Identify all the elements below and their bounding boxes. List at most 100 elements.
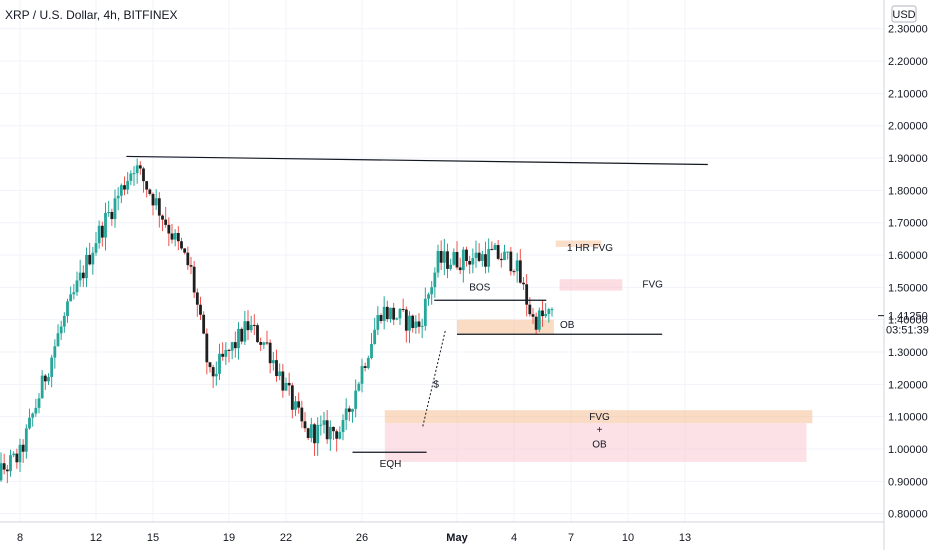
- candle-body: [154, 198, 158, 206]
- candle-body: [119, 185, 123, 196]
- candle-body: [275, 360, 278, 377]
- candle-body: [176, 232, 180, 242]
- candle-body: [202, 314, 206, 334]
- candle-body: [496, 245, 500, 259]
- candle-body: [446, 251, 449, 269]
- annotation-label: EQH: [380, 459, 402, 470]
- candle-body: [509, 251, 513, 272]
- candle-body: [449, 264, 453, 269]
- x-tick-label: May: [446, 532, 468, 544]
- candle-body: [237, 328, 240, 349]
- candle-body: [129, 173, 133, 181]
- annotation-label: OB: [560, 320, 575, 331]
- candle-body: [161, 215, 164, 220]
- candle-body: [547, 309, 551, 314]
- candle-body: [347, 408, 351, 412]
- candle-body: [490, 248, 494, 250]
- currency-button[interactable]: USD: [891, 5, 917, 23]
- y-tick-label: 1.00000: [888, 444, 928, 456]
- candle-body: [534, 316, 538, 330]
- candle-body: [72, 292, 76, 295]
- annotation-label: +: [597, 425, 603, 436]
- candle-body: [66, 301, 69, 316]
- candle-body: [138, 165, 142, 169]
- candle-body: [309, 424, 313, 438]
- annotation-label: $: [433, 380, 439, 391]
- candle-body: [316, 424, 320, 444]
- candle-body: [69, 294, 73, 302]
- trend-line[interactable]: [126, 155, 708, 166]
- candle-body: [214, 373, 218, 377]
- currency-button-label[interactable]: USD: [892, 9, 915, 21]
- candle-layer: [0, 158, 554, 484]
- candle-body: [468, 260, 472, 265]
- candle-body: [256, 325, 259, 343]
- candle-body: [116, 195, 120, 199]
- y-tick-label: 1.80000: [888, 185, 928, 197]
- candle-body: [366, 358, 370, 368]
- last-price-value: 1.41250: [888, 311, 928, 323]
- zone-fvg[interactable]: [384, 410, 813, 424]
- candle-body: [398, 309, 402, 319]
- candle-body: [113, 198, 117, 220]
- zone-fvg[interactable]: [559, 279, 623, 291]
- zone-ob[interactable]: [384, 423, 807, 462]
- x-tick-label: 4: [511, 532, 517, 544]
- candle-body: [382, 306, 386, 321]
- chart-title: XRP / U.S. Dollar, 4h, BITFINEX: [5, 8, 178, 22]
- candle-body: [414, 321, 418, 328]
- candle-body: [480, 254, 484, 261]
- annotation-label: BOS: [469, 283, 490, 294]
- candle-body: [186, 252, 190, 266]
- candle-body: [341, 419, 345, 433]
- x-tick-label: 12: [90, 532, 102, 544]
- candle-body: [132, 173, 136, 175]
- candle-body: [328, 426, 332, 440]
- candle-body: [53, 346, 57, 358]
- candle-body: [458, 267, 462, 271]
- candle-body: [474, 252, 478, 259]
- candle-body: [259, 342, 263, 345]
- candle-body: [335, 431, 339, 439]
- candle-body: [47, 376, 50, 382]
- y-tick-label: 2.20000: [888, 56, 928, 68]
- candle-body: [78, 272, 82, 281]
- candle-body: [465, 249, 468, 261]
- candle-body: [94, 243, 98, 253]
- candle-body: [344, 408, 348, 420]
- x-tick-label: 10: [622, 532, 634, 544]
- candle-body: [18, 444, 22, 463]
- annotation-label: 1 HR FVG: [567, 243, 613, 254]
- candle-body: [148, 189, 152, 194]
- annotation-label: FVG: [589, 412, 610, 423]
- candle-body: [338, 432, 342, 439]
- x-tick-label: 26: [356, 532, 368, 544]
- y-tick-label: 1.90000: [888, 153, 928, 165]
- candle-body: [195, 292, 199, 305]
- candle-body: [167, 224, 171, 234]
- candle-body: [240, 328, 244, 342]
- x-tick-label: 22: [280, 532, 292, 544]
- time-axis[interactable]: 8 12 15 19 22 26 May 4 7 10 13: [17, 532, 691, 544]
- candle-body: [5, 469, 9, 472]
- zone-1-hr-fvg[interactable]: [555, 240, 602, 247]
- candle-body: [332, 426, 335, 432]
- candle-body: [452, 251, 456, 265]
- candle-body: [62, 315, 66, 327]
- currency-button-frame[interactable]: [891, 5, 917, 23]
- candle-body: [515, 260, 519, 272]
- candle-body: [408, 315, 411, 331]
- candle-body: [56, 333, 60, 347]
- y-tick-label: 2.30000: [888, 24, 928, 36]
- candle-body: [233, 342, 237, 349]
- zone-ob[interactable]: [457, 319, 554, 335]
- candle-body: [370, 343, 373, 359]
- candle-body: [9, 455, 12, 472]
- candle-body: [417, 321, 421, 327]
- candle-body: [192, 266, 196, 293]
- candle-body: [107, 211, 111, 213]
- price-axis[interactable]: 0.80000 0.90000 1.00000 1.10000 1.20000 1.300…: [888, 24, 928, 521]
- candle-body: [436, 251, 440, 273]
- candle-body: [28, 417, 31, 429]
